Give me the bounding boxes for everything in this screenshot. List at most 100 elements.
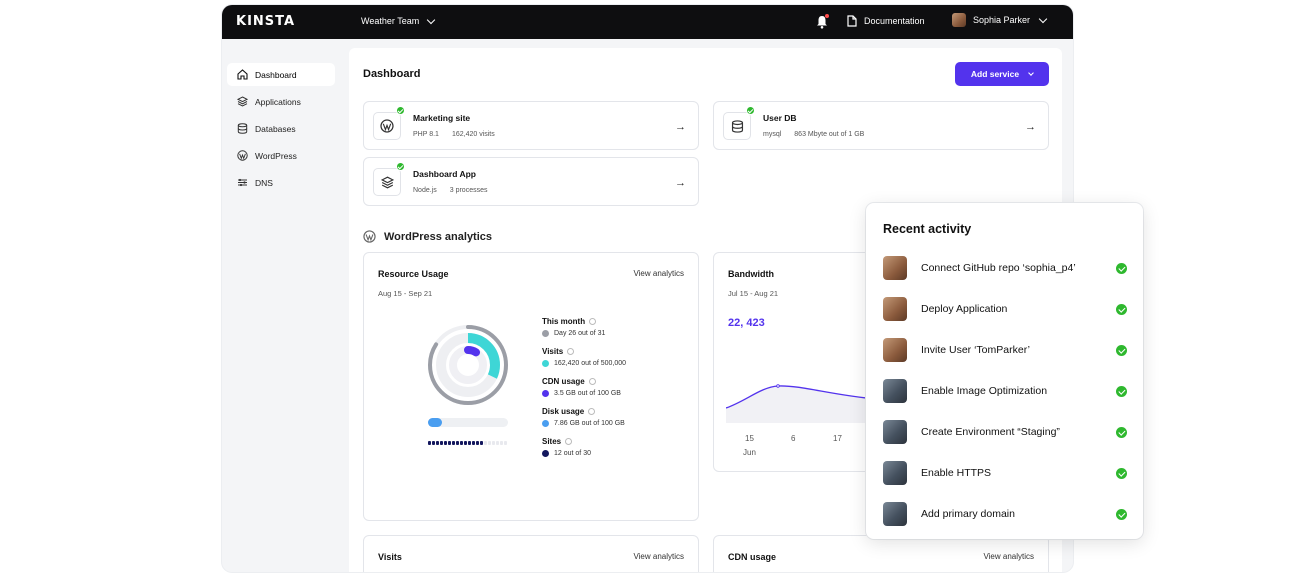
legend-value: 7.86 GB out of 100 GB — [554, 420, 625, 427]
site-dot — [440, 441, 443, 445]
layers-icon — [237, 96, 248, 107]
document-icon — [847, 15, 857, 27]
activity-item[interactable]: Create Environment “Staging” — [883, 420, 1127, 444]
wordpress-icon — [380, 119, 394, 133]
user-menu[interactable]: Sophia Parker — [952, 13, 1048, 27]
arrow-right-icon: → — [675, 177, 686, 189]
avatar — [883, 338, 907, 362]
site-dot — [500, 441, 503, 445]
site-dot — [480, 441, 483, 445]
site-dot — [464, 441, 467, 445]
card-title: CDN usage — [728, 552, 777, 562]
disk-usage-bar — [428, 418, 508, 427]
service-runtime: PHP 8.1 — [413, 131, 439, 138]
sidebar-item-label: DNS — [255, 177, 273, 188]
legend-title: Visits — [542, 347, 564, 356]
recent-activity-panel: Recent activity Connect GitHub repo ‘sop… — [866, 203, 1143, 539]
add-service-button[interactable]: Add service — [955, 62, 1049, 86]
service-card-marketing-site[interactable]: Marketing site PHP 8.1 162,420 visits → — [363, 101, 699, 150]
activity-item[interactable]: Enable HTTPS — [883, 461, 1127, 485]
site-dot — [456, 441, 459, 445]
avatar — [883, 502, 907, 526]
page-title: Dashboard — [363, 68, 421, 80]
sidebar-item-applications[interactable]: Applications — [227, 90, 335, 113]
info-icon[interactable] — [567, 348, 575, 355]
sidebar-item-wordpress[interactable]: WordPress — [227, 144, 335, 167]
activity-item[interactable]: Connect GitHub repo ‘sophia_p4’ — [883, 256, 1127, 280]
activity-label: Connect GitHub repo ‘sophia_p4’ — [921, 262, 1076, 274]
site-dot — [488, 441, 491, 445]
legend-sites: Sites 12 out of 30 — [542, 437, 626, 457]
kinsta-logo[interactable]: KINSTA — [236, 14, 296, 29]
view-analytics-link[interactable]: View analytics — [633, 269, 684, 278]
legend-value: 162,420 out of 500,000 — [554, 360, 627, 367]
info-icon[interactable] — [589, 318, 597, 325]
x-tick: 15 — [745, 434, 754, 443]
team-name: Weather Team — [361, 16, 420, 26]
status-check-icon — [396, 106, 405, 115]
bandwidth-area — [726, 385, 876, 423]
panel-title: Recent activity — [883, 222, 972, 236]
activity-item[interactable]: Invite User ‘TomParker’ — [883, 338, 1127, 362]
legend-visits: Visits 162,420 out of 500,000 — [542, 347, 626, 367]
legend-cdn-usage: CDN usage 3.5 GB out of 100 GB — [542, 377, 626, 397]
top-bar: KINSTA Weather Team Documentation Sophia… — [222, 5, 1073, 39]
avatar — [883, 297, 907, 321]
sidebar-item-databases[interactable]: Databases — [227, 117, 335, 140]
site-dot — [492, 441, 495, 445]
site-dot — [428, 441, 431, 445]
card-date-range: Jul 15 - Aug 21 — [728, 289, 779, 298]
site-dot — [504, 441, 507, 445]
service-name: Dashboard App — [413, 169, 476, 179]
activity-label: Create Environment “Staging” — [921, 426, 1060, 438]
sidebar-item-dns[interactable]: DNS — [227, 171, 335, 194]
legend-value: 12 out of 30 — [554, 450, 591, 457]
notification-dot — [825, 14, 829, 18]
bandwidth-value: 22, 423 — [728, 317, 765, 329]
info-icon[interactable] — [588, 408, 596, 415]
visits-card: Visits View analytics — [363, 535, 699, 572]
disk-usage-fill — [428, 418, 443, 427]
activity-item[interactable]: Enable Image Optimization — [883, 379, 1127, 403]
info-icon[interactable] — [565, 438, 573, 445]
activity-item[interactable]: Deploy Application — [883, 297, 1127, 321]
info-icon[interactable] — [588, 378, 596, 385]
check-circle-icon — [1116, 262, 1127, 274]
view-analytics-link[interactable]: View analytics — [983, 552, 1034, 561]
service-meta: mysql 863 Mbyte out of 1 GB — [763, 131, 864, 138]
sidebar-item-label: WordPress — [255, 150, 297, 161]
legend-disk-usage: Disk usage 7.86 GB out of 100 GB — [542, 407, 626, 427]
bell-icon[interactable] — [816, 14, 829, 29]
user-name: Sophia Parker — [973, 15, 1031, 25]
wordpress-icon — [237, 150, 248, 161]
card-title: Bandwidth — [728, 269, 774, 279]
chevron-down-icon — [1028, 69, 1034, 76]
usage-donut-chart — [428, 325, 508, 405]
usage-legend: This month Day 26 out of 31 Visits 162,4… — [542, 317, 626, 467]
service-name: User DB — [763, 113, 797, 123]
database-icon — [237, 123, 248, 134]
service-meta: Node.js 3 processes — [413, 187, 487, 194]
site-dot — [452, 441, 455, 445]
x-tick: 17 — [833, 434, 842, 443]
legend-title: CDN usage — [542, 377, 585, 386]
legend-swatch — [542, 420, 549, 427]
sidebar-item-dashboard[interactable]: Dashboard — [227, 63, 335, 86]
section-title: WordPress analytics — [363, 230, 492, 243]
sidebar-item-label: Dashboard — [255, 69, 297, 80]
site-dot — [496, 441, 499, 445]
arrow-right-icon: → — [1025, 121, 1036, 133]
avatar — [883, 379, 907, 403]
section-title-text: WordPress analytics — [384, 230, 493, 243]
service-icon-box — [373, 168, 401, 196]
avatar — [883, 461, 907, 485]
check-circle-icon — [1116, 426, 1127, 438]
service-card-dashboard-app[interactable]: Dashboard App Node.js 3 processes → — [363, 157, 699, 206]
x-tick: 6 — [791, 434, 796, 443]
service-card-user-db[interactable]: User DB mysql 863 Mbyte out of 1 GB → — [713, 101, 1049, 150]
activity-item[interactable]: Add primary domain — [883, 502, 1127, 526]
documentation-link[interactable]: Documentation — [847, 15, 925, 27]
legend-value: Day 26 out of 31 — [554, 330, 606, 337]
team-selector[interactable]: Weather Team — [361, 15, 436, 26]
view-analytics-link[interactable]: View analytics — [633, 552, 684, 561]
